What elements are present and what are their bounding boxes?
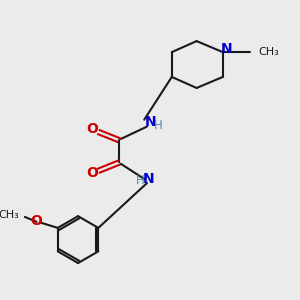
Text: H: H — [136, 174, 145, 187]
Text: N: N — [142, 172, 154, 186]
Text: CH₃: CH₃ — [259, 47, 279, 57]
Text: O: O — [86, 167, 98, 180]
Text: H: H — [154, 119, 162, 132]
Text: N: N — [220, 42, 232, 56]
Text: N: N — [145, 116, 156, 129]
Text: O: O — [30, 214, 42, 228]
Text: O: O — [86, 122, 98, 136]
Text: CH₃: CH₃ — [0, 210, 19, 220]
